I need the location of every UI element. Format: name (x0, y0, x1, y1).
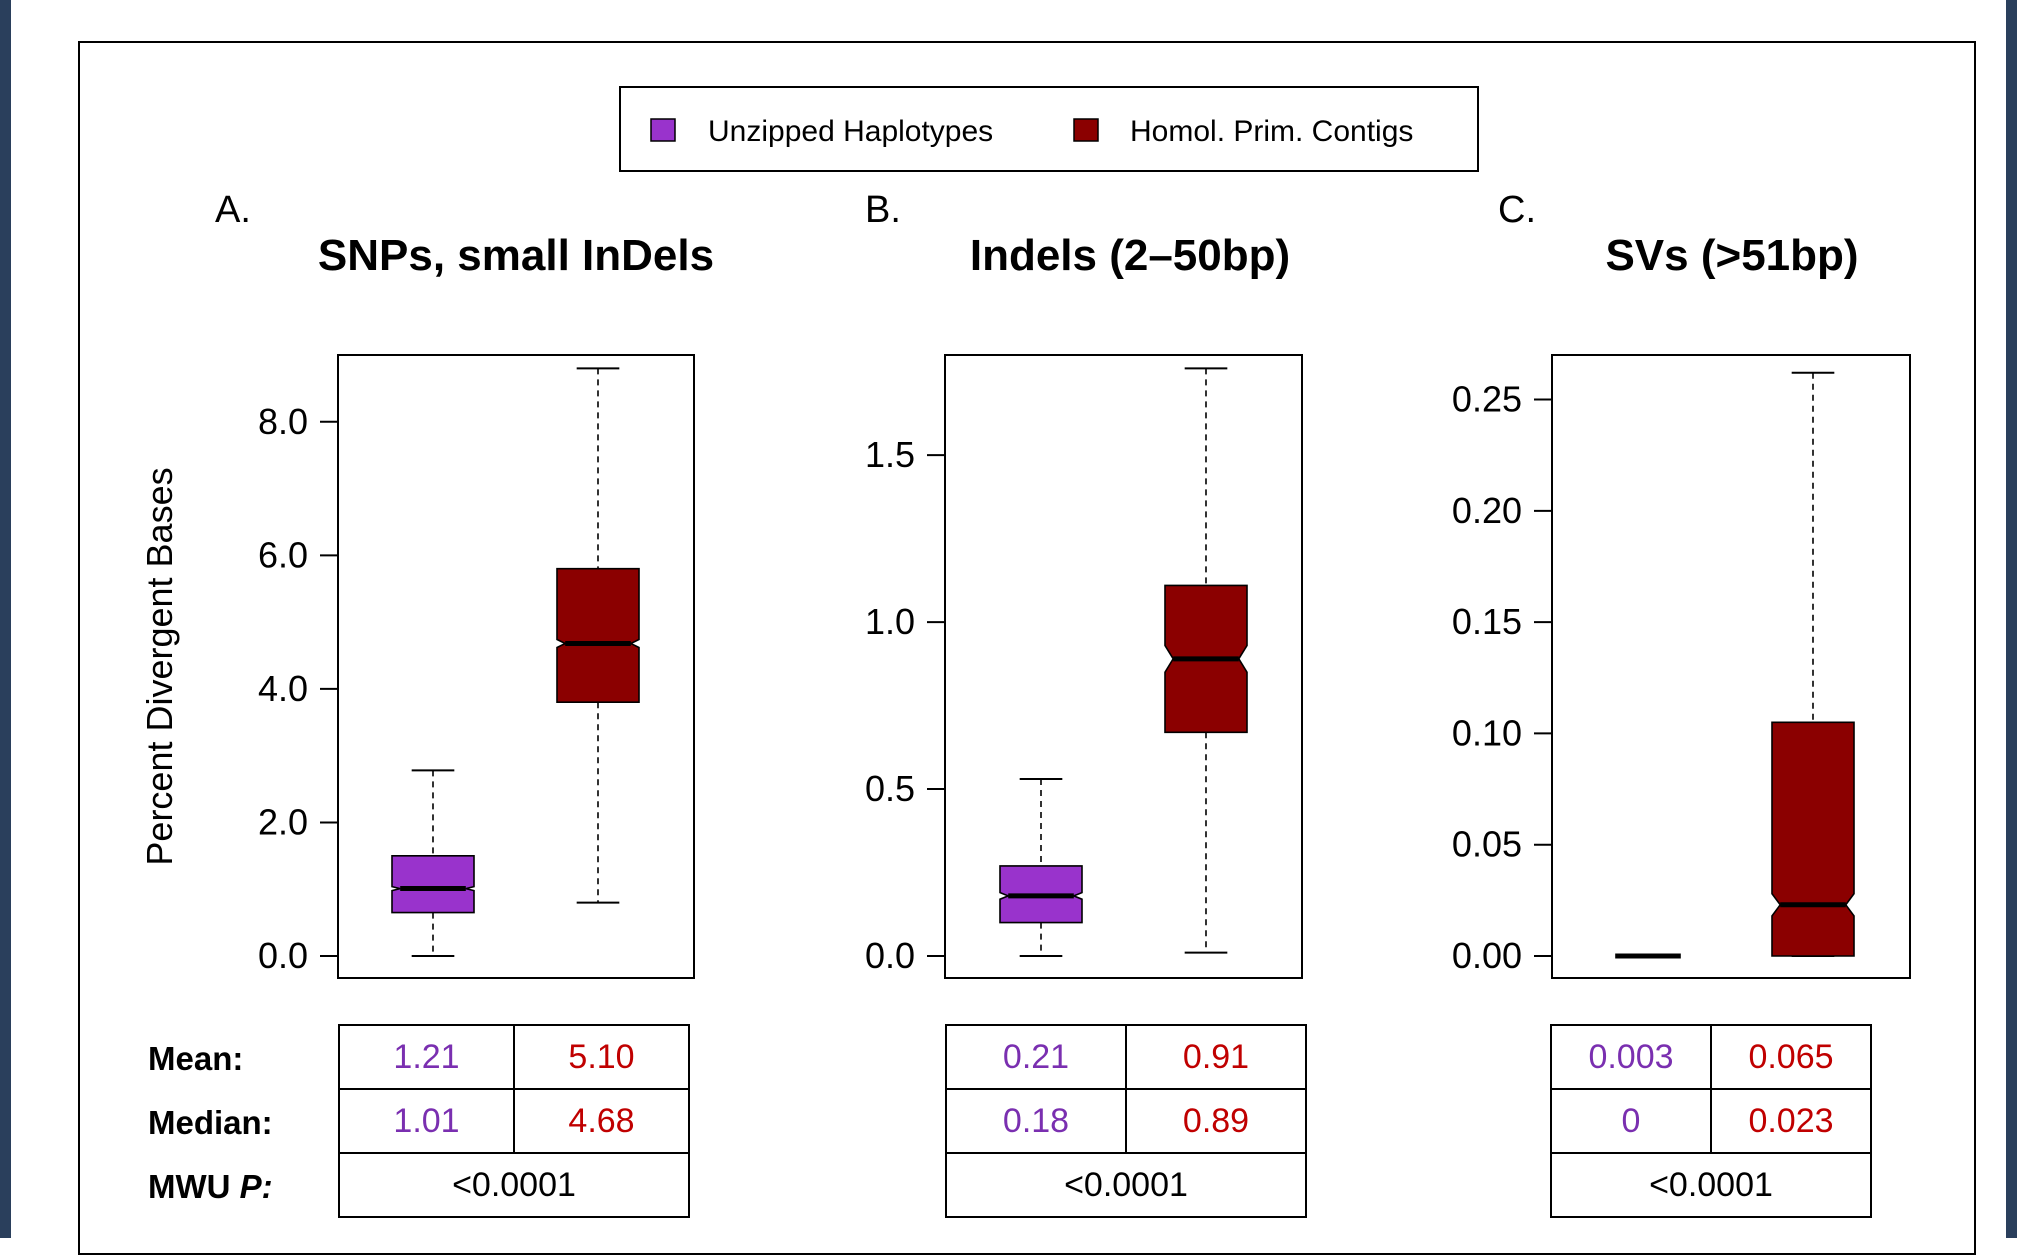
y-tick-label-2-1: 0.05 (1452, 824, 1522, 865)
mean-homol-b: 0.91 (1125, 1024, 1307, 1090)
mwu-row: <0.0001 (338, 1152, 690, 1218)
mean-row: 0.003 0.065 (1550, 1024, 1872, 1090)
legend-label-0: Unzipped Haplotypes (708, 115, 993, 148)
mean-unzipped-c: 0.003 (1550, 1024, 1712, 1090)
y-tick-label-1-3: 1.5 (865, 434, 915, 475)
legend-box (619, 86, 1479, 172)
median-row: 0.18 0.89 (945, 1088, 1307, 1154)
legend-label-1: Homol. Prim. Contigs (1130, 115, 1413, 148)
mwu-p-symbol: P: (239, 1168, 273, 1205)
mwu-p-a: <0.0001 (338, 1152, 690, 1218)
median-homol-a: 4.68 (513, 1088, 690, 1154)
mwu-row: <0.0001 (1550, 1152, 1872, 1218)
y-tick-label-1-2: 1.0 (865, 601, 915, 642)
panel-title-2: SVs (>51bp) (1605, 231, 1858, 280)
box-0-1 (556, 567, 640, 704)
left-border-strip (0, 0, 11, 1238)
y-tick-label-0-0: 0.0 (258, 935, 308, 976)
y-axis-label-0: Percent Divergent Bases (139, 467, 180, 865)
stats-table-a: 1.21 5.10 1.01 4.68 <0.0001 (338, 1024, 690, 1218)
mwu-prefix: MWU (148, 1168, 240, 1205)
box-2-1 (1771, 721, 1855, 957)
mwu-p-b: <0.0001 (945, 1152, 1307, 1218)
panel-letter-0: A. (215, 189, 251, 231)
panel-title-0: SNPs, small InDels (318, 231, 714, 280)
y-tick-label-2-2: 0.10 (1452, 712, 1522, 753)
mean-row: 1.21 5.10 (338, 1024, 690, 1090)
y-tick-label-2-5: 0.25 (1452, 379, 1522, 420)
y-tick-label-0-2: 4.0 (258, 668, 308, 709)
mwu-row: <0.0001 (945, 1152, 1307, 1218)
median-row-label: Median: (148, 1104, 273, 1141)
panel-title-1: Indels (2–50bp) (970, 231, 1290, 280)
median-row: 0 0.023 (1550, 1088, 1872, 1154)
y-tick-label-2-4: 0.20 (1452, 490, 1522, 531)
median-unzipped-a: 1.01 (338, 1088, 515, 1154)
y-tick-label-0-3: 6.0 (258, 534, 308, 575)
legend-swatch-1 (1073, 118, 1099, 142)
median-homol-c: 0.023 (1710, 1088, 1872, 1154)
mean-row-label: Mean: (148, 1040, 244, 1077)
plot-area-1 (944, 354, 1303, 979)
panel-letter-2: C. (1498, 189, 1536, 231)
median-row: 1.01 4.68 (338, 1088, 690, 1154)
mean-row: 0.21 0.91 (945, 1024, 1307, 1090)
median-unzipped-c: 0 (1550, 1088, 1712, 1154)
y-tick-label-1-1: 0.5 (865, 768, 915, 809)
mean-unzipped-b: 0.21 (945, 1024, 1127, 1090)
mean-unzipped-a: 1.21 (338, 1024, 515, 1090)
y-tick-label-0-1: 2.0 (258, 801, 308, 842)
mwu-row-label: MWU P: (148, 1168, 273, 1206)
y-tick-label-1-0: 0.0 (865, 935, 915, 976)
legend-swatch-0 (650, 118, 676, 142)
box-0-0 (391, 854, 475, 914)
median-homol-b: 0.89 (1125, 1088, 1307, 1154)
plot-area-2 (1551, 354, 1911, 979)
mean-homol-a: 5.10 (513, 1024, 690, 1090)
y-tick-label-2-3: 0.15 (1452, 601, 1522, 642)
mean-homol-c: 0.065 (1710, 1024, 1872, 1090)
median-unzipped-b: 0.18 (945, 1088, 1127, 1154)
y-tick-label-2-0: 0.00 (1452, 935, 1522, 976)
stats-table-c: 0.003 0.065 0 0.023 <0.0001 (1550, 1024, 1872, 1218)
mwu-p-c: <0.0001 (1550, 1152, 1872, 1218)
right-border-strip (2006, 0, 2017, 1238)
y-tick-label-0-4: 8.0 (258, 401, 308, 442)
stats-table-b: 0.21 0.91 0.18 0.89 <0.0001 (945, 1024, 1307, 1218)
panel-letter-1: B. (865, 189, 901, 231)
